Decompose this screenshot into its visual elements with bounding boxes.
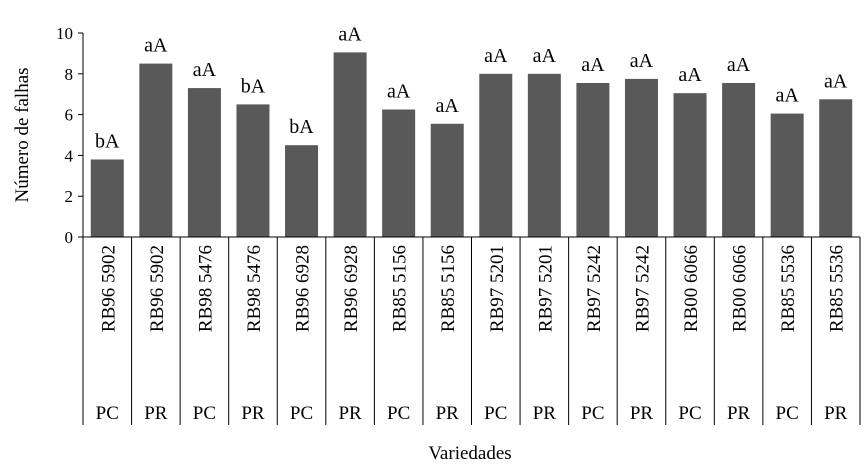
x-tick-label: RB97 5201: [535, 245, 556, 332]
x-group-label: PR: [338, 403, 362, 424]
data-label: aA: [678, 64, 702, 86]
x-group-label: PC: [581, 403, 604, 424]
data-label: aA: [533, 45, 557, 67]
bar: [333, 52, 367, 237]
x-tick-label: RB96 6928: [293, 245, 314, 332]
x-axis-label: Variedades: [428, 443, 511, 464]
bar: [770, 113, 804, 237]
bar: [624, 78, 658, 238]
x-tick-label: RB96 5902: [147, 245, 168, 332]
x-group-label: PR: [241, 403, 265, 424]
x-tick-label: RB97 5242: [584, 245, 605, 332]
data-label: aA: [436, 95, 460, 117]
x-group-label: PR: [824, 403, 848, 424]
data-label: aA: [581, 54, 605, 76]
data-label: aA: [338, 23, 362, 45]
data-label: aA: [193, 59, 217, 81]
bar: [722, 82, 756, 237]
data-label: aA: [775, 85, 799, 107]
x-axis: RB96 5902 PC RB96 5902 PR RB98 5476 PC RB98 54…: [82, 236, 861, 425]
y-axis: 0 2 4 6 8 10: [56, 24, 84, 247]
bar: [90, 159, 124, 237]
x-tick-label: RB00 6066: [730, 245, 751, 332]
x-group-label: PC: [96, 403, 119, 424]
x-tick-label: RB85 5156: [438, 245, 459, 332]
x-tick-label: RB98 5476: [244, 245, 265, 332]
y-tick-label: 8: [65, 65, 74, 84]
y-tick-label: 0: [65, 228, 74, 247]
x-group-label: PR: [533, 403, 557, 424]
y-axis-label: Número de falhas: [12, 67, 33, 202]
x-group-label: PR: [727, 403, 751, 424]
bars: [90, 52, 853, 238]
bar: [187, 88, 221, 237]
data-labels: bA aA aA bA bA aA aA aA aA aA aA aA aA aA aA aA: [95, 23, 848, 152]
y-tick-label: 10: [56, 24, 73, 43]
x-group-label: PC: [290, 403, 313, 424]
data-label: bA: [289, 116, 314, 138]
bar: [382, 109, 416, 237]
data-label: aA: [824, 70, 848, 92]
bar: [673, 93, 707, 238]
data-label: aA: [630, 50, 654, 72]
x-tick-label: RB96 6928: [341, 245, 362, 332]
x-tick-label: RB85 5156: [390, 245, 411, 332]
x-tick-label: RB97 5242: [632, 245, 653, 332]
x-tick-label: RB97 5201: [487, 245, 508, 332]
x-group-label: PC: [776, 403, 799, 424]
x-tick-label: RB85 5536: [827, 245, 848, 332]
bar: [479, 73, 513, 237]
x-group-label: PC: [484, 403, 507, 424]
bar: [139, 63, 173, 237]
x-tick-label: RB00 6066: [681, 245, 702, 332]
data-label: bA: [95, 130, 120, 152]
data-label: aA: [387, 81, 411, 103]
x-tick-label: RB98 5476: [195, 245, 216, 332]
data-label: aA: [727, 54, 751, 76]
x-group-label: PC: [678, 403, 701, 424]
data-label: aA: [144, 35, 168, 57]
bar: [527, 73, 561, 237]
bar: [236, 104, 270, 238]
y-tick-label: 2: [65, 187, 74, 206]
x-group-label: PR: [436, 403, 460, 424]
x-tick-label: RB85 5536: [778, 245, 799, 332]
bar: [430, 123, 464, 237]
x-group-label: PR: [630, 403, 654, 424]
x-group-label: PC: [387, 403, 410, 424]
bar: [285, 145, 319, 237]
data-label: aA: [484, 45, 508, 67]
y-tick-label: 4: [65, 146, 74, 165]
bar: [819, 99, 853, 237]
x-group-label: PR: [144, 403, 168, 424]
x-group-label: PC: [193, 403, 216, 424]
data-label: bA: [241, 75, 266, 97]
y-tick-label: 6: [65, 106, 74, 125]
x-tick-label: RB96 5902: [98, 245, 119, 332]
bar: [576, 82, 610, 237]
